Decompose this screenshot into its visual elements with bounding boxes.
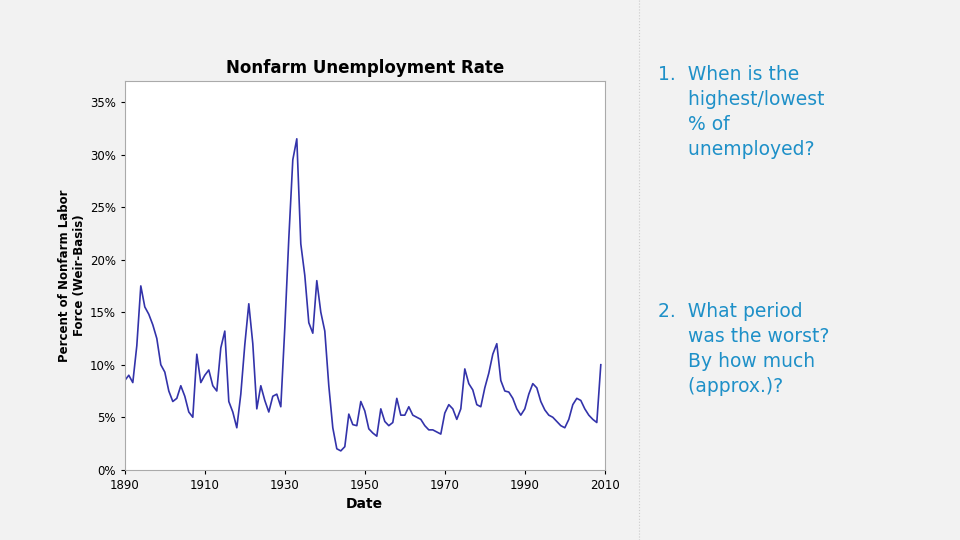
Text: 1.  When is the
     highest/lowest
     % of
     unemployed?: 1. When is the highest/lowest % of unemp…	[658, 65, 824, 159]
X-axis label: Date: Date	[347, 497, 383, 511]
Text: 2.  What period
     was the worst?
     By how much
     (approx.)?: 2. What period was the worst? By how muc…	[658, 302, 829, 396]
Y-axis label: Percent of Nonfarm Labor
Force (Weir-Basis): Percent of Nonfarm Labor Force (Weir-Bas…	[58, 189, 85, 362]
Title: Nonfarm Unemployment Rate: Nonfarm Unemployment Rate	[226, 59, 504, 77]
